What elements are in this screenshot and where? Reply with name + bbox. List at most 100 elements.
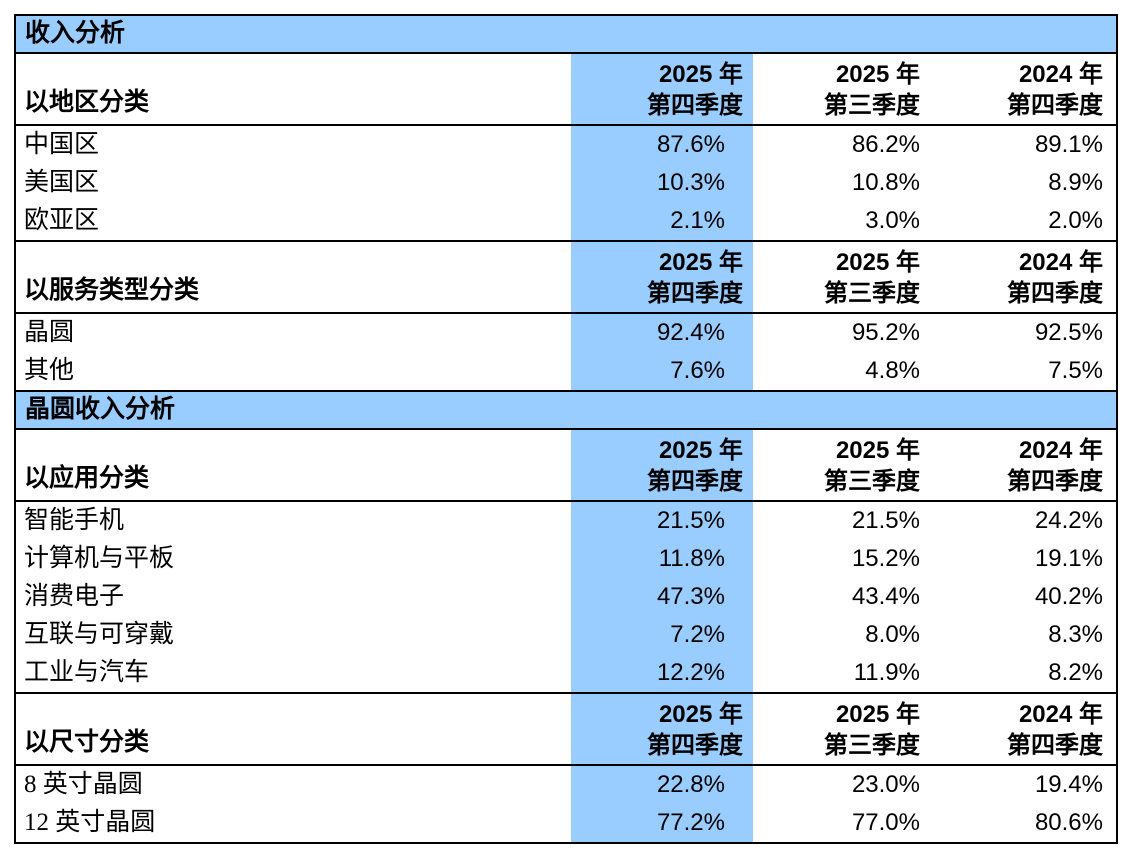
value-q4-2025: 11.8% xyxy=(571,540,753,578)
table-row-eurasia: 欧亚区 2.1% 3.0% 2.0% xyxy=(16,202,1116,240)
row-label: 消费电子 xyxy=(24,583,125,610)
value-q4-2024: 2.0% xyxy=(1048,207,1103,234)
quarter-header-q3-2025: 2025 年 第三季度 xyxy=(753,430,938,500)
group-header-by-application: 以应用分类 2025 年 第四季度 2025 年 第三季度 2024 年 第四季… xyxy=(16,430,1116,502)
quarter-header-q4-2024: 2024 年 第四季度 xyxy=(938,242,1116,312)
value-q3-2025: 10.8% xyxy=(851,169,920,196)
table-row-industrial-automotive: 工业与汽车 12.2% 11.9% 8.2% xyxy=(16,654,1116,692)
group-header-by-region: 以地区分类 2025 年 第四季度 2025 年 第三季度 2024 年 第四季… xyxy=(16,54,1116,126)
table-row-smartphone: 智能手机 21.5% 21.5% 24.2% xyxy=(16,502,1116,540)
table-row-8inch-wafer: 8 英寸晶圆 22.8% 23.0% 19.4% xyxy=(16,766,1116,804)
value-q3-2025: 4.8% xyxy=(865,357,920,384)
group-header-label: 以地区分类 xyxy=(24,89,150,116)
group-header-label: 以尺寸分类 xyxy=(24,729,150,756)
quarter-period: 第三季度 xyxy=(824,468,920,495)
quarter-year: 2025 年 xyxy=(658,61,743,88)
value-q4-2025: 47.3% xyxy=(571,578,753,616)
value-q4-2025: 87.6% xyxy=(571,126,753,164)
value-q4-2024: 8.3% xyxy=(1048,621,1103,648)
quarter-period: 第四季度 xyxy=(647,732,743,759)
row-label: 美国区 xyxy=(24,169,100,196)
table-row-china: 中国区 87.6% 86.2% 89.1% xyxy=(16,126,1116,164)
quarter-year: 2025 年 xyxy=(835,61,920,88)
value-q3-2025: 43.4% xyxy=(851,583,920,610)
quarter-year: 2025 年 xyxy=(835,437,920,464)
section-band-wafer-revenue-analysis: 晶圆收入分析 xyxy=(16,390,1116,430)
quarter-year: 2025 年 xyxy=(658,701,743,728)
value-q3-2025: 23.0% xyxy=(851,771,920,798)
value-q4-2025: 92.4% xyxy=(571,314,753,352)
quarter-period: 第四季度 xyxy=(1007,468,1103,495)
quarter-year: 2025 年 xyxy=(658,437,743,464)
row-label: 8 英寸晶圆 xyxy=(24,771,143,798)
row-label: 中国区 xyxy=(24,131,100,158)
quarter-header-q4-2025: 2025 年 第四季度 xyxy=(571,54,753,124)
row-label: 智能手机 xyxy=(24,507,125,534)
section-band-revenue-analysis: 收入分析 xyxy=(16,16,1116,54)
group-header-by-size: 以尺寸分类 2025 年 第四季度 2025 年 第三季度 2024 年 第四季… xyxy=(16,692,1116,766)
value-q4-2024: 19.1% xyxy=(1034,545,1103,572)
value-q4-2025: 7.6% xyxy=(571,352,753,390)
quarter-year: 2025 年 xyxy=(658,249,743,276)
value-q3-2025: 95.2% xyxy=(851,319,920,346)
value-q3-2025: 77.0% xyxy=(851,809,920,836)
value-q4-2025: 10.3% xyxy=(571,164,753,202)
row-label: 其他 xyxy=(24,357,75,384)
quarter-period: 第四季度 xyxy=(647,280,743,307)
value-q4-2025: 77.2% xyxy=(571,804,753,842)
value-q4-2025: 22.8% xyxy=(571,766,753,804)
quarter-year: 2025 年 xyxy=(835,249,920,276)
value-q3-2025: 86.2% xyxy=(851,131,920,158)
value-q4-2025: 21.5% xyxy=(571,502,753,540)
quarter-header-q4-2025: 2025 年 第四季度 xyxy=(571,694,753,764)
quarter-year: 2024 年 xyxy=(1018,437,1103,464)
quarter-header-q4-2024: 2024 年 第四季度 xyxy=(938,430,1116,500)
quarter-header-q3-2025: 2025 年 第三季度 xyxy=(753,694,938,764)
value-q3-2025: 21.5% xyxy=(851,507,920,534)
quarter-year: 2024 年 xyxy=(1018,249,1103,276)
value-q4-2024: 24.2% xyxy=(1034,507,1103,534)
quarter-period: 第三季度 xyxy=(824,732,920,759)
quarter-period: 第四季度 xyxy=(1007,92,1103,119)
table-row-usa: 美国区 10.3% 10.8% 8.9% xyxy=(16,164,1116,202)
quarter-header-q3-2025: 2025 年 第三季度 xyxy=(753,54,938,124)
quarter-header-q4-2025: 2025 年 第四季度 xyxy=(571,430,753,500)
quarter-header-q4-2024: 2024 年 第四季度 xyxy=(938,694,1116,764)
value-q4-2024: 8.9% xyxy=(1048,169,1103,196)
value-q3-2025: 3.0% xyxy=(865,207,920,234)
table-row-wafer: 晶圆 92.4% 95.2% 92.5% xyxy=(16,314,1116,352)
table-row-consumer-electronics: 消费电子 47.3% 43.4% 40.2% xyxy=(16,578,1116,616)
row-label: 欧亚区 xyxy=(24,207,100,234)
row-label: 互联与可穿戴 xyxy=(24,621,175,648)
quarter-period: 第三季度 xyxy=(824,280,920,307)
row-label: 工业与汽车 xyxy=(24,659,150,686)
revenue-analysis-table: 收入分析 以地区分类 2025 年 第四季度 2025 年 第三季度 2024 … xyxy=(14,14,1118,844)
quarter-period: 第四季度 xyxy=(1007,280,1103,307)
quarter-period: 第四季度 xyxy=(647,468,743,495)
value-q4-2024: 19.4% xyxy=(1034,771,1103,798)
quarter-period: 第三季度 xyxy=(824,92,920,119)
value-q4-2024: 7.5% xyxy=(1048,357,1103,384)
value-q4-2024: 80.6% xyxy=(1034,809,1103,836)
value-q4-2024: 92.5% xyxy=(1034,319,1103,346)
quarter-period: 第四季度 xyxy=(1007,732,1103,759)
value-q4-2024: 40.2% xyxy=(1034,583,1103,610)
quarter-year: 2025 年 xyxy=(835,701,920,728)
value-q4-2025: 2.1% xyxy=(571,202,753,240)
value-q3-2025: 15.2% xyxy=(851,545,920,572)
quarter-year: 2024 年 xyxy=(1018,61,1103,88)
value-q4-2025: 7.2% xyxy=(571,616,753,654)
quarter-header-q3-2025: 2025 年 第三季度 xyxy=(753,242,938,312)
row-label: 计算机与平板 xyxy=(24,545,175,572)
value-q3-2025: 8.0% xyxy=(865,621,920,648)
quarter-header-q4-2025: 2025 年 第四季度 xyxy=(571,242,753,312)
group-header-label: 以服务类型分类 xyxy=(24,277,200,304)
row-label: 12 英寸晶圆 xyxy=(24,809,156,836)
table-row-computer-tablet: 计算机与平板 11.8% 15.2% 19.1% xyxy=(16,540,1116,578)
value-q4-2025: 12.2% xyxy=(571,654,753,692)
group-header-label: 以应用分类 xyxy=(24,465,150,492)
table-row-connectivity-wearables: 互联与可穿戴 7.2% 8.0% 8.3% xyxy=(16,616,1116,654)
quarter-period: 第四季度 xyxy=(647,92,743,119)
group-header-by-service-type: 以服务类型分类 2025 年 第四季度 2025 年 第三季度 2024 年 第… xyxy=(16,240,1116,314)
